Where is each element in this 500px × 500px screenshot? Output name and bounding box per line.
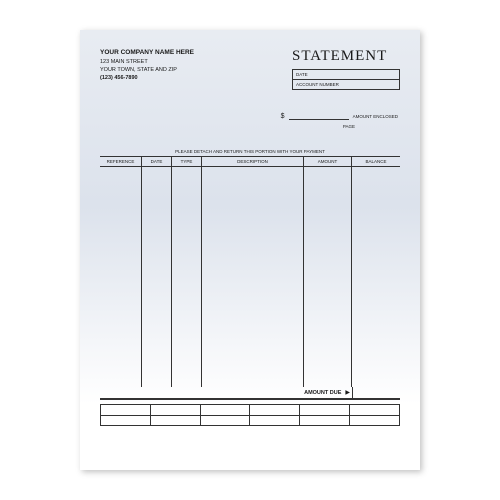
footer-cell	[101, 416, 151, 425]
amount-enclosed-label: AMOUNT ENCLOSED	[353, 114, 398, 119]
arrow-icon: ▶	[345, 389, 350, 396]
footer-row	[100, 404, 400, 415]
account-box: ACCOUNT NUMBER	[292, 79, 400, 90]
account-label: ACCOUNT NUMBER	[296, 82, 339, 87]
statement-form: YOUR COMPANY NAME HERE 123 MAIN STREET Y…	[80, 30, 420, 470]
footer-cell	[300, 416, 350, 425]
col-date: DATE	[142, 157, 172, 166]
footer-cell	[151, 416, 201, 425]
col-amount: AMOUNT	[304, 157, 352, 166]
table-body	[100, 167, 400, 387]
footer-cell	[101, 405, 151, 415]
col-body-amount	[304, 167, 352, 387]
date-label: DATE	[296, 72, 308, 77]
page-label: PAGE	[100, 124, 400, 129]
footer-row	[100, 415, 400, 426]
footer-cell	[151, 405, 201, 415]
col-balance: BALANCE	[352, 157, 400, 166]
col-body-reference	[100, 167, 142, 387]
amount-due-box	[352, 387, 400, 398]
header: YOUR COMPANY NAME HERE 123 MAIN STREET Y…	[100, 48, 400, 90]
footer-cell	[250, 405, 300, 415]
company-block: YOUR COMPANY NAME HERE 123 MAIN STREET Y…	[100, 48, 194, 83]
company-address-1: 123 MAIN STREET	[100, 58, 194, 66]
document-title: STATEMENT	[292, 48, 400, 65]
title-block: STATEMENT DATE ACCOUNT NUMBER	[292, 48, 400, 90]
footer-grid	[100, 404, 400, 426]
footer-cell	[201, 416, 251, 425]
amount-due-row: AMOUNT DUE ▶	[100, 387, 400, 399]
footer-cell	[201, 405, 251, 415]
col-body-balance	[352, 167, 400, 387]
col-body-description	[202, 167, 304, 387]
col-body-type	[172, 167, 202, 387]
dollar-sign: $	[281, 113, 285, 120]
footer-cell	[350, 405, 399, 415]
info-boxes: DATE ACCOUNT NUMBER	[292, 69, 400, 90]
col-reference: REFERENCE	[100, 157, 142, 166]
amount-due-label: AMOUNT DUE	[304, 390, 345, 396]
footer-cell	[300, 405, 350, 415]
table-header: REFERENCE DATE TYPE DESCRIPTION AMOUNT B…	[100, 157, 400, 167]
col-description: DESCRIPTION	[202, 157, 304, 166]
company-name: YOUR COMPANY NAME HERE	[100, 48, 194, 58]
col-type: TYPE	[172, 157, 202, 166]
detach-instruction: PLEASE DETACH AND RETURN THIS PORTION WI…	[100, 149, 400, 154]
amount-enclosed-row: $ AMOUNT ENCLOSED	[100, 112, 400, 120]
footer-cell	[250, 416, 300, 425]
statement-table: REFERENCE DATE TYPE DESCRIPTION AMOUNT B…	[100, 156, 400, 400]
footer-cell	[350, 416, 399, 425]
company-phone: (123) 456-7890	[100, 74, 194, 82]
col-body-date	[142, 167, 172, 387]
company-address-2: YOUR TOWN, STATE AND ZIP	[100, 66, 194, 74]
amount-enclosed-line	[289, 112, 349, 120]
date-box: DATE	[292, 69, 400, 80]
